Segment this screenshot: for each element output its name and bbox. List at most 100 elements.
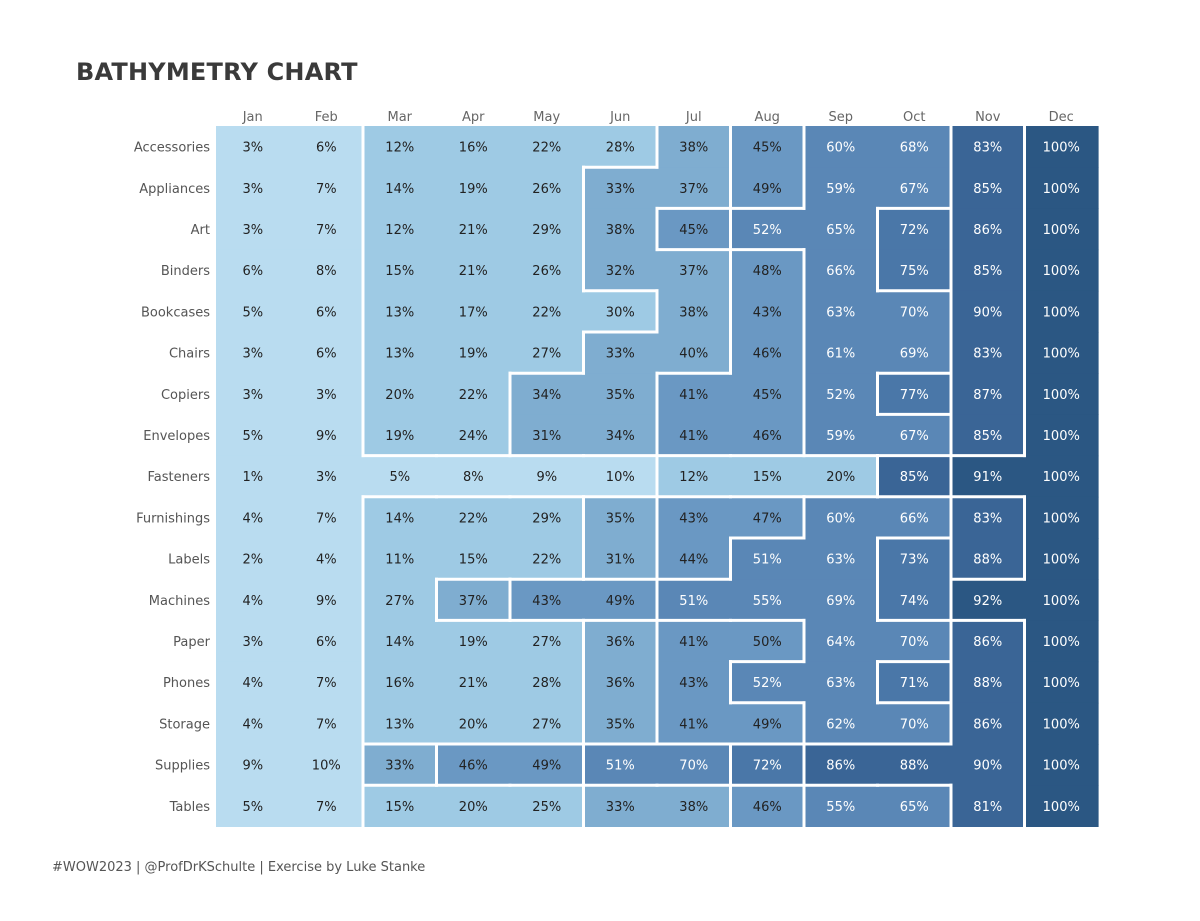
cell-value-label: 19% — [459, 347, 488, 362]
heatmap-cell — [804, 249, 879, 292]
heatmap-cell — [1024, 785, 1099, 827]
cell-value-label: 35% — [606, 717, 635, 732]
heatmap-cell — [289, 496, 364, 539]
heatmap-cell — [804, 661, 879, 704]
cell-value-label: 19% — [459, 182, 488, 197]
heatmap-cell — [436, 785, 511, 827]
heatmap-cell — [804, 373, 879, 415]
cell-value-label: 6% — [316, 141, 337, 156]
month-label: Apr — [462, 110, 485, 125]
cell-value-label: 33% — [606, 182, 635, 197]
cell-value-label: 8% — [316, 264, 337, 279]
heatmap-cell — [657, 373, 732, 415]
cell-value-label: 38% — [679, 800, 708, 815]
heatmap-cell — [583, 455, 658, 498]
cell-value-label: 4% — [316, 553, 337, 568]
heatmap-cell — [289, 620, 364, 663]
cell-value-label: 72% — [900, 223, 929, 238]
cell-value-label: 31% — [606, 553, 635, 568]
heatmap-cell — [877, 455, 952, 498]
cell-value-label: 7% — [316, 223, 337, 238]
heatmap-cell — [804, 785, 879, 827]
cell-value-label: 37% — [679, 264, 708, 279]
heatmap-cell — [510, 744, 585, 786]
heatmap-cell — [730, 620, 805, 663]
cell-value-label: 43% — [679, 676, 708, 691]
heatmap-cell — [951, 249, 1026, 292]
heatmap-cell — [363, 373, 438, 415]
cell-value-label: 55% — [826, 800, 855, 815]
heatmap-cell — [583, 579, 658, 621]
category-label: Accessories — [134, 141, 210, 156]
heatmap-cell — [510, 126, 585, 168]
heatmap-cell — [216, 661, 291, 704]
heatmap-cell — [804, 414, 879, 457]
heatmap-cell — [657, 496, 732, 539]
heatmap-cell — [804, 126, 879, 168]
cell-value-label: 43% — [753, 305, 782, 320]
heatmap-cell — [216, 290, 291, 333]
heatmap-cell — [657, 579, 732, 621]
cell-value-label: 77% — [900, 388, 929, 403]
cell-value-label: 7% — [316, 676, 337, 691]
category-label: Furnishings — [136, 511, 210, 526]
cell-value-label: 60% — [826, 511, 855, 526]
cell-value-label: 47% — [753, 511, 782, 526]
cell-value-label: 100% — [1043, 223, 1080, 238]
category-label: Copiers — [161, 388, 210, 403]
cell-labels-layer: 3% 6% 12% 16% 22% 28% 38% 45% 60% 68% 83% 100% 3% 7% 1… — [242, 141, 1079, 815]
cell-value-label: 52% — [753, 676, 782, 691]
cell-value-label: 3% — [242, 635, 263, 650]
heatmap-cell — [363, 332, 438, 374]
heatmap-cell — [730, 126, 805, 168]
cell-value-label: 26% — [532, 182, 561, 197]
cell-value-label: 59% — [826, 429, 855, 444]
cell-value-label: 22% — [459, 388, 488, 403]
category-label: Chairs — [169, 347, 210, 362]
cell-value-label: 6% — [242, 264, 263, 279]
heatmap-cell — [730, 332, 805, 374]
heatmap-cell — [363, 249, 438, 292]
heatmap-cell — [730, 579, 805, 621]
cell-value-label: 2% — [242, 553, 263, 568]
heatmap-cell — [1024, 126, 1099, 168]
cell-value-label: 92% — [973, 594, 1002, 609]
heatmap-cell — [804, 538, 879, 580]
heatmap-cell — [289, 661, 364, 704]
heatmap-cell — [730, 538, 805, 580]
cell-value-label: 100% — [1043, 388, 1080, 403]
heatmap-cell — [657, 744, 732, 786]
cell-value-label: 6% — [316, 305, 337, 320]
month-label: Aug — [755, 110, 780, 125]
heatmap-cell — [363, 702, 438, 745]
heatmap-cell — [436, 208, 511, 251]
heatmap-cell — [877, 785, 952, 827]
cell-value-label: 29% — [532, 223, 561, 238]
heatmap-cell — [730, 414, 805, 457]
cell-value-label: 33% — [606, 800, 635, 815]
category-labels-layer: Accessories Appliances Art Binders Bookcases… — [134, 141, 211, 815]
heatmap-cell — [436, 496, 511, 539]
heatmap-cell — [363, 620, 438, 663]
cell-value-label: 4% — [242, 594, 263, 609]
cell-value-label: 3% — [242, 347, 263, 362]
heatmap-cell — [951, 167, 1026, 209]
heatmap-cell — [951, 661, 1026, 704]
heatmap-cell — [436, 249, 511, 292]
heatmap-cell — [216, 785, 291, 827]
heatmap-cell — [1024, 744, 1099, 786]
heatmap-cell — [804, 702, 879, 745]
cell-value-label: 27% — [385, 594, 414, 609]
cell-value-label: 100% — [1043, 141, 1080, 156]
heatmap-cell — [216, 414, 291, 457]
heatmap-cell — [436, 373, 511, 415]
cell-value-label: 41% — [679, 429, 708, 444]
cell-value-label: 5% — [242, 429, 263, 444]
heatmap-cell — [583, 373, 658, 415]
heatmap-cell — [436, 126, 511, 168]
heatmap-cell — [1024, 414, 1099, 457]
cell-value-label: 11% — [385, 553, 414, 568]
heatmap-cell — [363, 538, 438, 580]
cell-value-label: 26% — [532, 264, 561, 279]
heatmap-cell — [510, 538, 585, 580]
